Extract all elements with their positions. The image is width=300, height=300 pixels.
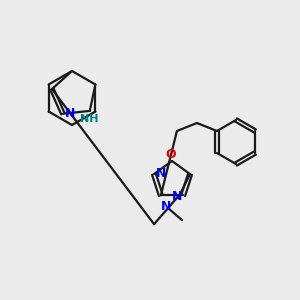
Text: N: N — [65, 107, 75, 120]
Text: N: N — [172, 190, 182, 203]
Text: N: N — [161, 200, 171, 213]
Text: O: O — [166, 148, 176, 160]
Text: NH: NH — [80, 114, 98, 124]
Text: N: N — [156, 167, 166, 180]
